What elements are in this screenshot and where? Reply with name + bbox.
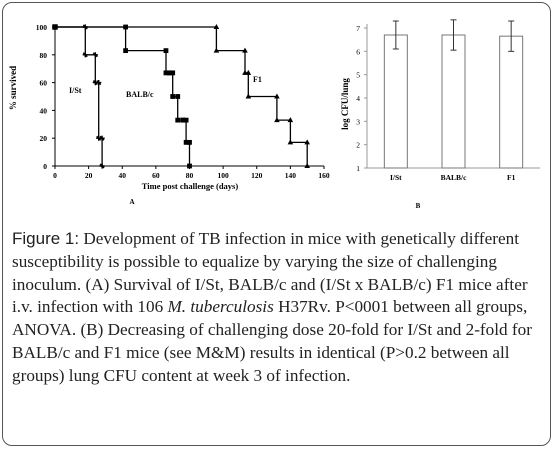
cfu-bar-chart: 1 2 3 4 5 6 7 I/St BALB/c F1 log CFU/lung B bbox=[340, 19, 540, 210]
cfu-y-tick-label: 2 bbox=[356, 141, 360, 150]
survival-chart: 0 20 40 60 80 100 120 140 160 0 20 40 60 80 100 % surv… bbox=[8, 23, 330, 206]
survival-x-tick-label: 20 bbox=[85, 171, 93, 180]
survival-y-tick-label: 40 bbox=[40, 106, 48, 115]
survival-point-balbc bbox=[163, 70, 169, 76]
survival-x-tick-label: 0 bbox=[53, 171, 57, 180]
cfu-bar-f1 bbox=[499, 35, 524, 169]
survival-x-tick-label: 140 bbox=[285, 171, 297, 180]
survival-x-tick-label: 160 bbox=[318, 171, 330, 180]
survival-annotation-balbc: BALB/c bbox=[126, 90, 154, 99]
survival-point-balbc bbox=[166, 70, 172, 76]
survival-point-balbc bbox=[183, 139, 189, 145]
survival-point-ist bbox=[82, 24, 88, 30]
survival-x-axis-label: Time post challenge (days) bbox=[142, 181, 239, 191]
survival-line-ist bbox=[55, 26, 103, 166]
survival-point-f1 bbox=[213, 47, 220, 53]
survival-point-f1 bbox=[304, 139, 310, 145]
caption-italic: M. tuberculosis bbox=[167, 297, 274, 317]
cfu-y-tick-label: 7 bbox=[356, 24, 360, 33]
survival-point-ist bbox=[99, 135, 105, 141]
caption-text-2: H37Rv. P<0001 between all groups, ANOVA.… bbox=[12, 297, 532, 385]
caption-label: Figure 1: bbox=[12, 229, 80, 248]
cfu-panel-label: B bbox=[416, 202, 421, 210]
survival-annotation-ist: I/St bbox=[69, 86, 82, 95]
survival-y-tick-label: 20 bbox=[40, 134, 48, 143]
survival-point-balbc bbox=[175, 117, 181, 123]
cfu-bar-ist bbox=[383, 34, 408, 169]
survival-panel-label: A bbox=[129, 198, 134, 206]
survival-y-axis-label: % survived bbox=[8, 66, 18, 110]
survival-x-tick-label: 60 bbox=[152, 171, 160, 180]
cfu-category-label: F1 bbox=[507, 173, 516, 182]
survival-point-f1 bbox=[287, 139, 294, 145]
cfu-y-tick-label: 3 bbox=[356, 117, 360, 126]
survival-point-f1 bbox=[274, 117, 280, 123]
survival-point-balbc bbox=[170, 94, 176, 99]
caption-text-1: Development of TB infection in mice with… bbox=[12, 229, 528, 317]
figure-caption: Figure 1: Development of TB infection in… bbox=[12, 228, 544, 388]
survival-point-ist bbox=[96, 80, 102, 86]
cfu-y-axis-label: log CFU/lung bbox=[340, 78, 350, 130]
survival-y-tick-label: 100 bbox=[36, 23, 48, 32]
figure-frame bbox=[2, 2, 551, 446]
survival-x-tick-label: 120 bbox=[251, 171, 263, 180]
survival-y-tick-label: 0 bbox=[43, 162, 47, 171]
survival-x-tick-label: 40 bbox=[119, 171, 127, 180]
survival-point-balbc bbox=[123, 48, 129, 54]
survival-point-balbc bbox=[163, 48, 169, 54]
survival-point-f1 bbox=[274, 93, 280, 99]
survival-point-ist bbox=[99, 163, 105, 169]
survival-point-balbc bbox=[170, 70, 176, 76]
survival-point-f1 bbox=[304, 163, 310, 168]
survival-point-f1 bbox=[52, 24, 58, 30]
cfu-category-label: BALB/c bbox=[441, 173, 468, 182]
survival-point-f1 bbox=[242, 47, 248, 53]
cfu-bar-balbc bbox=[441, 34, 466, 169]
survival-point-f1 bbox=[245, 93, 252, 99]
survival-point-f1 bbox=[213, 24, 220, 29]
survival-point-f1 bbox=[245, 69, 252, 75]
survival-point-balbc bbox=[175, 94, 181, 99]
survival-x-tick-label: 80 bbox=[186, 171, 194, 180]
cfu-y-tick-label: 6 bbox=[356, 47, 360, 56]
survival-point-ist bbox=[82, 52, 88, 58]
cfu-y-tick-label: 4 bbox=[356, 94, 360, 103]
survival-line-balbc bbox=[55, 26, 191, 166]
survival-point-f1 bbox=[287, 117, 294, 123]
survival-point-balbc bbox=[183, 117, 189, 123]
survival-point-balbc bbox=[180, 117, 186, 123]
survival-y-tick-label: 60 bbox=[40, 79, 48, 88]
survival-point-balbc bbox=[187, 139, 192, 145]
survival-point-balbc bbox=[187, 163, 192, 169]
survival-line-f1 bbox=[55, 26, 308, 166]
cfu-y-tick-label: 1 bbox=[356, 164, 360, 173]
cfu-category-label: I/St bbox=[390, 173, 402, 182]
cfu-y-tick-label: 5 bbox=[356, 71, 360, 80]
survival-annotation-f1: F1 bbox=[253, 75, 262, 84]
survival-point-balbc bbox=[123, 24, 129, 30]
survival-point-ist bbox=[92, 52, 98, 58]
survival-y-tick-label: 80 bbox=[40, 51, 48, 60]
survival-x-tick-label: 100 bbox=[218, 171, 230, 180]
